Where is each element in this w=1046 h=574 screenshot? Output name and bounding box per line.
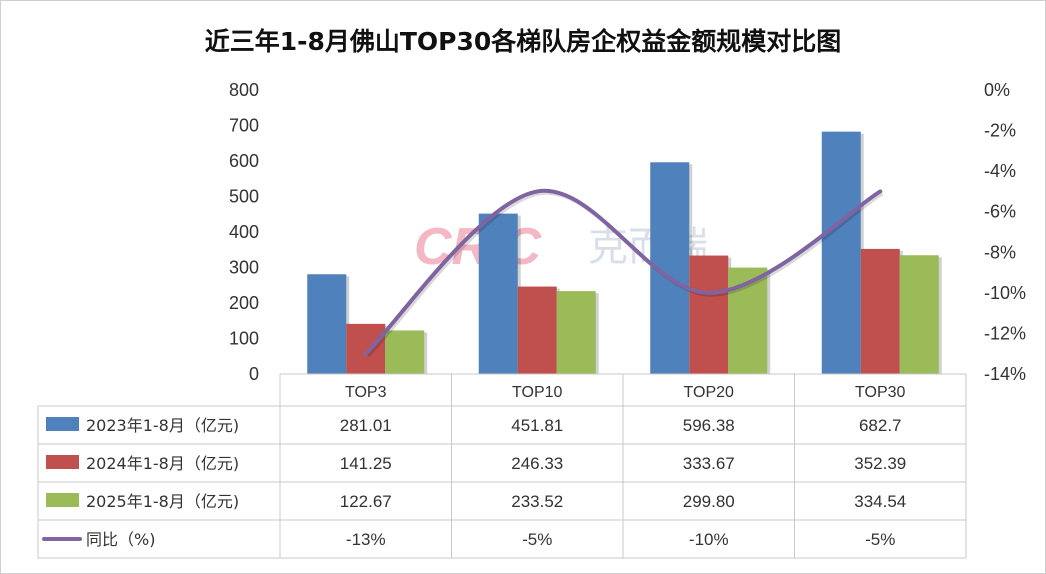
left-tick-label: 100 [229,329,259,349]
left-tick-label: 0 [249,364,259,384]
table-cell: 281.01 [340,416,392,435]
left-tick-label: 200 [229,293,259,313]
right-tick-label: -6% [984,202,1016,222]
left-tick-label: 700 [229,116,259,136]
legend-swatch [46,455,79,469]
table-cell: 299.80 [683,492,735,511]
bar-TOP20-2 [728,267,768,374]
bar-TOP10-1 [517,286,557,374]
left-axis: 0 100 200 300 400 500 600 700 800 [229,80,259,384]
right-axis: 0% -2% -4% -6% -8% -10% -12% -14% [984,80,1026,384]
bar-TOP30-1 [860,248,900,374]
right-tick-label: -2% [984,121,1016,141]
right-tick-label: 0% [984,80,1010,100]
table-cell: 233.52 [511,492,563,511]
bar-TOP3-0 [307,274,347,374]
legend-label: 2024年1-8月（亿元) [86,454,239,473]
right-tick-label: -4% [984,161,1016,181]
table-cell: 334.54 [854,492,906,511]
table-cell: 682.7 [859,416,902,435]
table-cell: 333.67 [683,454,735,473]
data-table: TOP3 TOP10 TOP20 TOP30 2023年1-8月（亿元) 281.01 45… [37,373,967,559]
bar-TOP30-0 [821,131,861,374]
legend-swatch [46,417,79,431]
table-cell: 246.33 [511,454,563,473]
left-tick-label: 500 [229,187,259,207]
table-cell: 451.81 [511,416,563,435]
legend-label: 2025年1-8月（亿元) [86,492,239,511]
table-cell: -5% [522,530,552,549]
legend-label: 同比（%) [86,530,155,549]
right-tick-label: -12% [984,323,1026,343]
left-tick-label: 300 [229,258,259,278]
bar-TOP30-2 [899,255,939,374]
right-tick-label: -10% [984,283,1026,303]
table-cell: 596.38 [683,416,735,435]
bar-TOP3-1 [346,323,386,374]
category-label: TOP10 [512,384,563,401]
table-cell: -10% [689,530,729,549]
category-label: TOP20 [684,384,735,401]
left-tick-label: 800 [229,80,259,100]
left-tick-label: 400 [229,222,259,242]
bar-series [307,131,942,374]
line-series [363,188,884,358]
bar-TOP10-2 [556,291,596,374]
chart-title: 近三年1-8月佛山TOP30各梯队房企权益金额规模对比图 [204,27,842,56]
bar-TOP10-0 [478,213,518,374]
right-tick-label: -14% [984,364,1026,384]
table-cell: -5% [865,530,895,549]
legend-label: 2023年1-8月（亿元) [86,416,239,435]
table-cell: 141.25 [340,454,392,473]
table-cell: 352.39 [854,454,906,473]
legend-swatch [46,493,79,507]
category-label: TOP30 [855,384,906,401]
bar-TOP3-2 [385,330,425,374]
category-label: TOP3 [345,384,387,401]
right-tick-label: -8% [984,242,1016,262]
line-yoy [363,188,883,356]
bar-TOP20-1 [689,255,729,374]
table-cell: 122.67 [340,492,392,511]
table-cell: -13% [346,530,386,549]
left-tick-label: 600 [229,151,259,171]
